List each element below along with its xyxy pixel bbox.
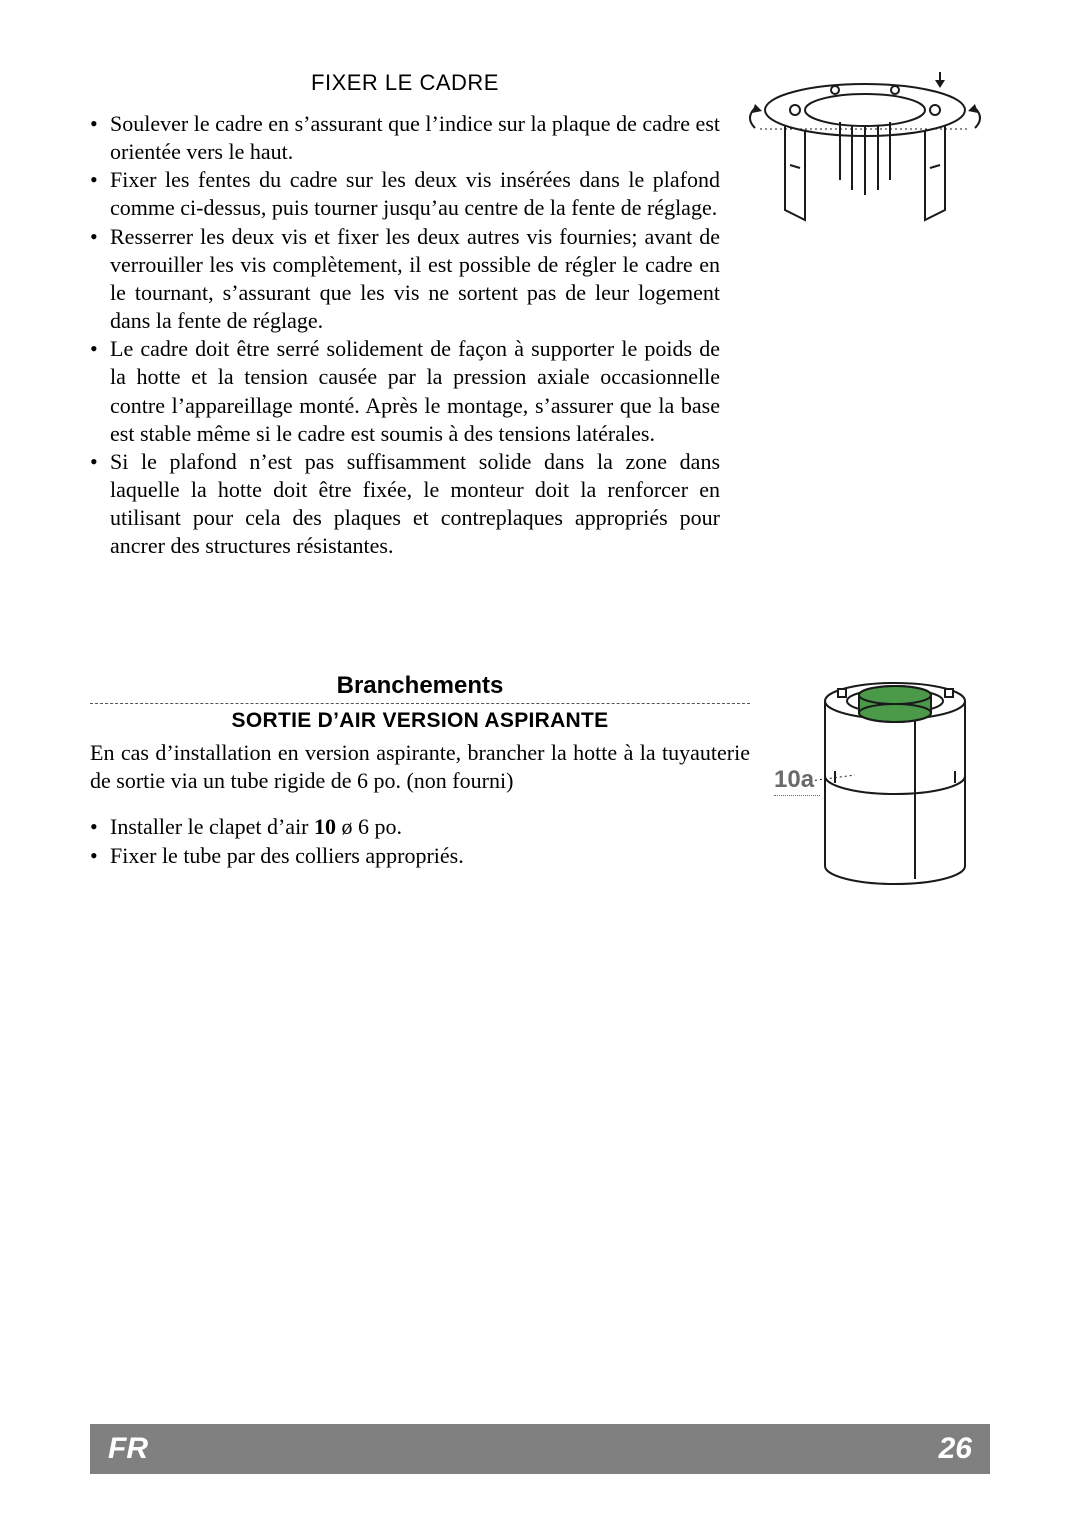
list-item: Fixer les fentes du cadre sur les deux v… bbox=[90, 166, 720, 222]
intro-paragraph: En cas d’installation en version aspiran… bbox=[90, 739, 750, 795]
list-item: Le cadre doit être serré solidement de f… bbox=[90, 335, 720, 448]
list-item: Installer le clapet d’air 10 ø 6 po. bbox=[90, 813, 750, 841]
frame-mount-icon bbox=[740, 70, 990, 250]
text-fragment: ø 6 po. bbox=[336, 814, 402, 839]
heading-fixer-le-cadre: FIXER LE CADRE bbox=[90, 70, 720, 96]
figure-frame-mount bbox=[740, 70, 990, 255]
bullet-list-section1: Soulever le cadre en s’assurant que l’in… bbox=[90, 110, 720, 561]
footer-bar: FR 26 bbox=[90, 1424, 990, 1474]
footer-language: FR bbox=[108, 1432, 148, 1466]
figure-label-10a: 10a bbox=[774, 766, 814, 794]
bullet-list-section2: Installer le clapet d’air 10 ø 6 po. Fix… bbox=[90, 813, 750, 869]
list-item: Fixer le tube par des colliers approprié… bbox=[90, 842, 750, 870]
text-bold-fragment: 10 bbox=[314, 814, 336, 839]
page: FIXER LE CADRE Soulever le cadre en s’as… bbox=[0, 0, 1080, 1529]
section-branchements: Branchements SORTIE D’AIR VERSION ASPIRA… bbox=[90, 671, 990, 906]
figure-label-underline bbox=[774, 795, 820, 796]
section-fixer-le-cadre: FIXER LE CADRE Soulever le cadre en s’as… bbox=[90, 70, 990, 561]
footer-page-number: 26 bbox=[939, 1432, 972, 1466]
list-item: Resserrer les deux vis et fixer les deux… bbox=[90, 223, 720, 336]
text-fragment: Installer le clapet d’air bbox=[110, 814, 314, 839]
section2-text-column: Branchements SORTIE D’AIR VERSION ASPIRA… bbox=[90, 671, 780, 870]
sub-heading-sortie-air: SORTIE D’AIR VERSION ASPIRANTE bbox=[90, 708, 750, 735]
section1-text-column: FIXER LE CADRE Soulever le cadre en s’as… bbox=[90, 70, 740, 561]
separator-line bbox=[90, 703, 750, 704]
list-item: Si le plafond n’est pas suffisamment sol… bbox=[90, 448, 720, 561]
figure-air-outlet: 10a bbox=[780, 671, 990, 906]
list-item: Soulever le cadre en s’assurant que l’in… bbox=[90, 110, 720, 166]
heading-branchements: Branchements bbox=[90, 671, 750, 702]
